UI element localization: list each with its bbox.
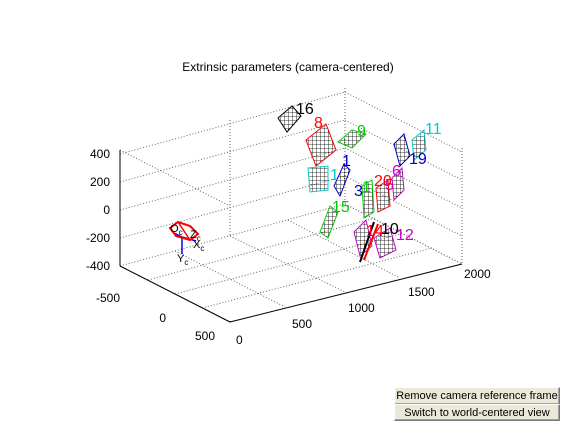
remove-camera-frame-button[interactable]: Remove camera reference frame xyxy=(394,387,560,405)
board-label-20: 20 xyxy=(374,173,392,190)
board-label-6: 6 xyxy=(392,163,401,180)
board-label-1b: 1 xyxy=(330,167,339,184)
z-tick-label: -200 xyxy=(86,231,110,245)
y-tick-label: 1500 xyxy=(408,285,435,299)
board-label-1c: 1 xyxy=(362,179,371,196)
camera-label-y: Yc xyxy=(177,253,188,267)
x-axis-ticks: -500 0 500 xyxy=(96,291,215,343)
x-tick-label: -500 xyxy=(96,291,120,305)
board-labels: 16 8 9 11 19 1 1 3 1 20 6 5 15 14 10 12 xyxy=(296,101,442,244)
calibration-boards xyxy=(277,105,427,263)
z-tick-label: 400 xyxy=(90,147,110,161)
camera-label-x: Xc xyxy=(193,239,204,253)
z-tick-label: -400 xyxy=(86,259,110,273)
y-tick-label: 1000 xyxy=(348,301,375,315)
y-tick-label: 2000 xyxy=(464,267,491,281)
board-label-10: 10 xyxy=(381,221,399,238)
camera-frame: Oc Zc Xc Yc xyxy=(168,220,204,267)
plot-title: Extrinsic parameters (camera-centered) xyxy=(182,60,393,74)
board-label-19: 19 xyxy=(409,151,427,168)
z-tick-label: 200 xyxy=(90,175,110,189)
switch-world-view-button[interactable]: Switch to world-centered view xyxy=(394,404,560,421)
board-label-5: 5 xyxy=(385,177,394,194)
board-label-1: 1 xyxy=(342,153,351,170)
board-label-9: 9 xyxy=(357,123,366,140)
board-label-12: 12 xyxy=(396,227,414,244)
camera-label-o: Oc xyxy=(170,223,183,237)
board-label-3: 3 xyxy=(354,183,363,200)
board-label-11: 11 xyxy=(425,121,442,138)
z-axis-ticks: 400 200 0 -200 -400 xyxy=(86,147,110,273)
camera-label-z: Zc xyxy=(190,229,201,243)
y-tick-label: 0 xyxy=(236,333,243,347)
board-label-16: 16 xyxy=(296,101,314,118)
y-tick-label: 500 xyxy=(292,317,312,331)
board-label-8: 8 xyxy=(314,115,323,132)
y-axis-ticks: 0 500 1000 1500 2000 xyxy=(236,267,491,347)
z-tick-label: 0 xyxy=(103,203,110,217)
board-label-14: 14 xyxy=(366,223,384,240)
x-tick-label: 500 xyxy=(195,329,215,343)
board-label-15: 15 xyxy=(332,199,350,216)
x-tick-label: 0 xyxy=(159,311,166,325)
